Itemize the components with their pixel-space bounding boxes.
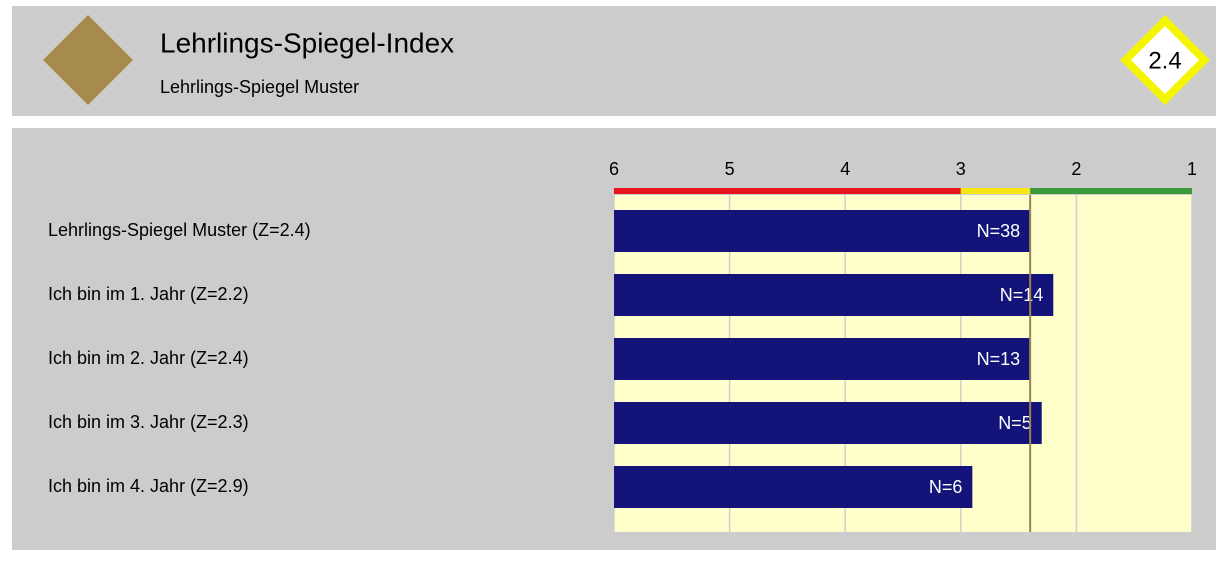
title: Lehrlings-Spiegel-Index — [160, 27, 454, 58]
bar — [614, 210, 1031, 252]
header-panel — [12, 6, 1216, 116]
subtitle: Lehrlings-Spiegel Muster — [160, 77, 359, 97]
bar-label: N=5 — [998, 413, 1032, 433]
category-label: Ich bin im 3. Jahr (Z=2.3) — [48, 412, 249, 432]
index-badge: 2.4 — [1148, 47, 1181, 74]
x-tick-label: 4 — [840, 159, 850, 179]
category-label: Lehrlings-Spiegel Muster (Z=2.4) — [48, 220, 311, 240]
bar-label: N=38 — [977, 221, 1021, 241]
x-tick-label: 6 — [609, 159, 619, 179]
category-label: Ich bin im 2. Jahr (Z=2.4) — [48, 348, 249, 368]
bar — [614, 274, 1054, 316]
category-label: Ich bin im 4. Jahr (Z=2.9) — [48, 476, 249, 496]
bar — [614, 466, 973, 508]
x-tick-label: 2 — [1071, 159, 1081, 179]
scale-zone — [614, 188, 961, 194]
category-label: Ich bin im 1. Jahr (Z=2.2) — [48, 284, 249, 304]
bar — [614, 402, 1042, 444]
x-tick-label: 3 — [956, 159, 966, 179]
badge-inner — [1131, 26, 1199, 94]
bar-label: N=14 — [1000, 285, 1044, 305]
x-tick-label: 5 — [725, 159, 735, 179]
scale-zone — [960, 188, 1031, 194]
bar-label: N=6 — [929, 477, 963, 497]
bar-label: N=13 — [977, 349, 1021, 369]
bar — [614, 338, 1031, 380]
scale-zone — [1030, 188, 1192, 194]
x-tick-label: 1 — [1187, 159, 1197, 179]
logo-diamond — [43, 15, 133, 105]
